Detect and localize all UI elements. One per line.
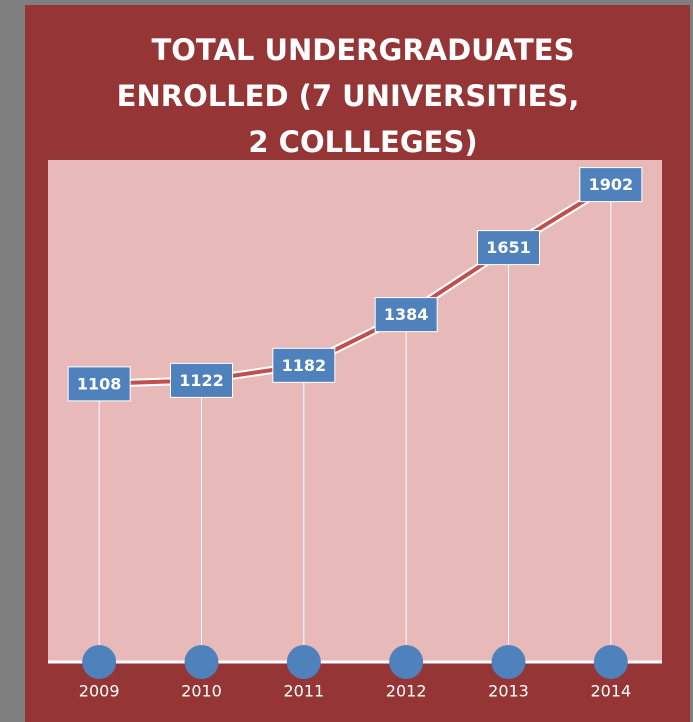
marker	[593, 645, 628, 679]
plot-area	[48, 160, 662, 662]
data-label-box	[477, 230, 540, 266]
data-label-box	[374, 297, 438, 333]
x-tick-label: 2010	[181, 682, 222, 701]
data-label: 1902	[589, 175, 634, 194]
x-tick-label: 2011	[283, 682, 324, 701]
x-tick-label: 2009	[79, 682, 120, 701]
chart-title: 2 COLLLEGES)	[248, 125, 477, 159]
data-label: 1108	[77, 374, 122, 393]
data-label: 1384	[384, 305, 429, 324]
x-tick-label: 2014	[590, 682, 631, 701]
marker	[491, 645, 526, 679]
x-tick-label: 2013	[488, 682, 529, 701]
data-label-box	[272, 347, 336, 383]
marker	[389, 645, 424, 679]
data-label-box	[67, 366, 131, 402]
data-label-box	[579, 167, 643, 203]
x-tick-label: 2012	[386, 682, 427, 701]
data-label: 1122	[179, 371, 224, 390]
data-label-box	[170, 362, 233, 398]
marker	[82, 645, 117, 679]
marker	[184, 645, 219, 679]
chart-title: ENROLLED (7 UNIVERSITIES,	[117, 79, 580, 113]
marker	[286, 645, 321, 679]
data-label: 1182	[282, 356, 327, 375]
chart-title: TOTAL UNDERGRADUATES	[152, 33, 575, 67]
data-label: 1651	[486, 238, 531, 257]
